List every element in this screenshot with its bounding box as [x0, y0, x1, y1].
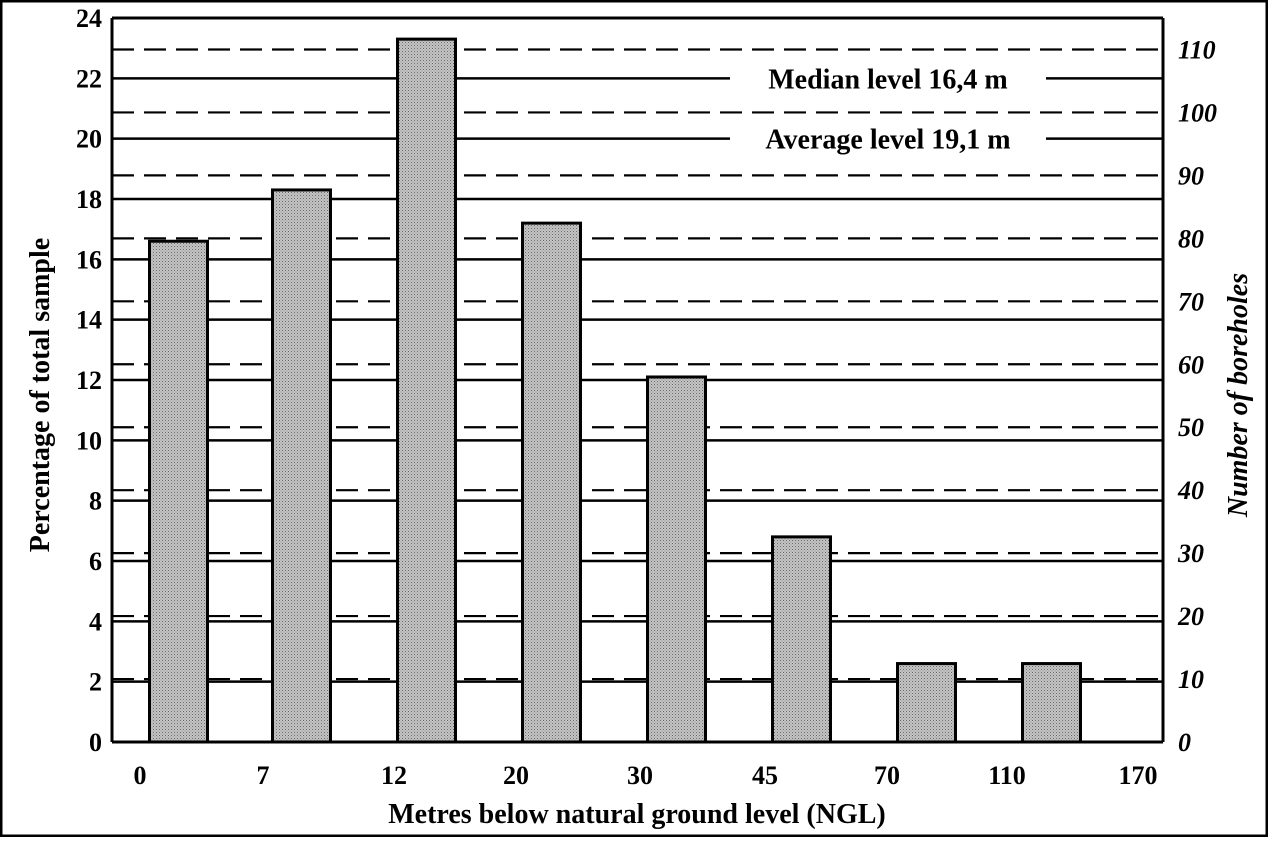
y-tick-label: 24	[76, 4, 102, 33]
y-tick-label: 8	[89, 487, 102, 516]
bar	[771, 535, 832, 744]
y-tick-label: 12	[76, 366, 102, 395]
bar	[896, 662, 957, 744]
y-tick-label: 4	[89, 607, 102, 636]
y-axis-label: Percentage of total sample	[25, 238, 56, 552]
x-tick-label: 110	[988, 761, 1026, 790]
bar	[521, 221, 582, 744]
annotation-label: Median level 16,4 m	[768, 64, 1008, 95]
y2-tick-label: 60	[1178, 350, 1204, 379]
y2-tick-label: 10	[1178, 665, 1204, 694]
y2-tick-label: 100	[1178, 98, 1217, 127]
y-tick-label: 2	[89, 668, 102, 697]
y2-tick-label: 80	[1178, 224, 1204, 253]
annotation-label: Average level 19,1 m	[765, 125, 1010, 156]
y-tick-label: 6	[89, 547, 102, 576]
x-tick-label: 70	[874, 761, 900, 790]
x-axis-label: Metres below natural ground level (NGL)	[388, 799, 885, 830]
bar	[271, 188, 332, 744]
x-tick-label: 30	[627, 761, 653, 790]
bar	[396, 37, 457, 744]
bar	[646, 375, 707, 744]
y-tick-label: 16	[76, 245, 102, 274]
y2-tick-label: 40	[1177, 476, 1204, 505]
y-tick-label: 10	[76, 426, 102, 455]
y2-tick-label: 90	[1178, 161, 1204, 190]
x-tick-label: 0	[134, 761, 147, 790]
y-tick-label: 14	[76, 306, 102, 335]
y2-tick-label: 30	[1177, 539, 1204, 568]
y-tick-label: 18	[76, 185, 102, 214]
y-tick-label: 22	[76, 64, 102, 93]
x-tick-label: 20	[503, 761, 529, 790]
y2-tick-label: 70	[1178, 287, 1204, 316]
x-tick-label: 170	[1119, 761, 1158, 790]
y2-tick-label: 110	[1178, 35, 1216, 64]
y2-tick-label: 20	[1177, 602, 1204, 631]
bar	[148, 239, 209, 744]
x-tick-label: 7	[257, 761, 270, 790]
x-tick-label: 12	[381, 761, 407, 790]
bar	[1021, 662, 1082, 744]
y2-tick-label: 0	[1178, 728, 1191, 757]
y-tick-label: 20	[76, 125, 102, 154]
y2-tick-label: 50	[1178, 413, 1204, 442]
x-tick-label: 45	[752, 761, 778, 790]
y2-axis-label: Number of boreholes	[1223, 273, 1254, 518]
y-tick-label: 0	[89, 728, 102, 757]
